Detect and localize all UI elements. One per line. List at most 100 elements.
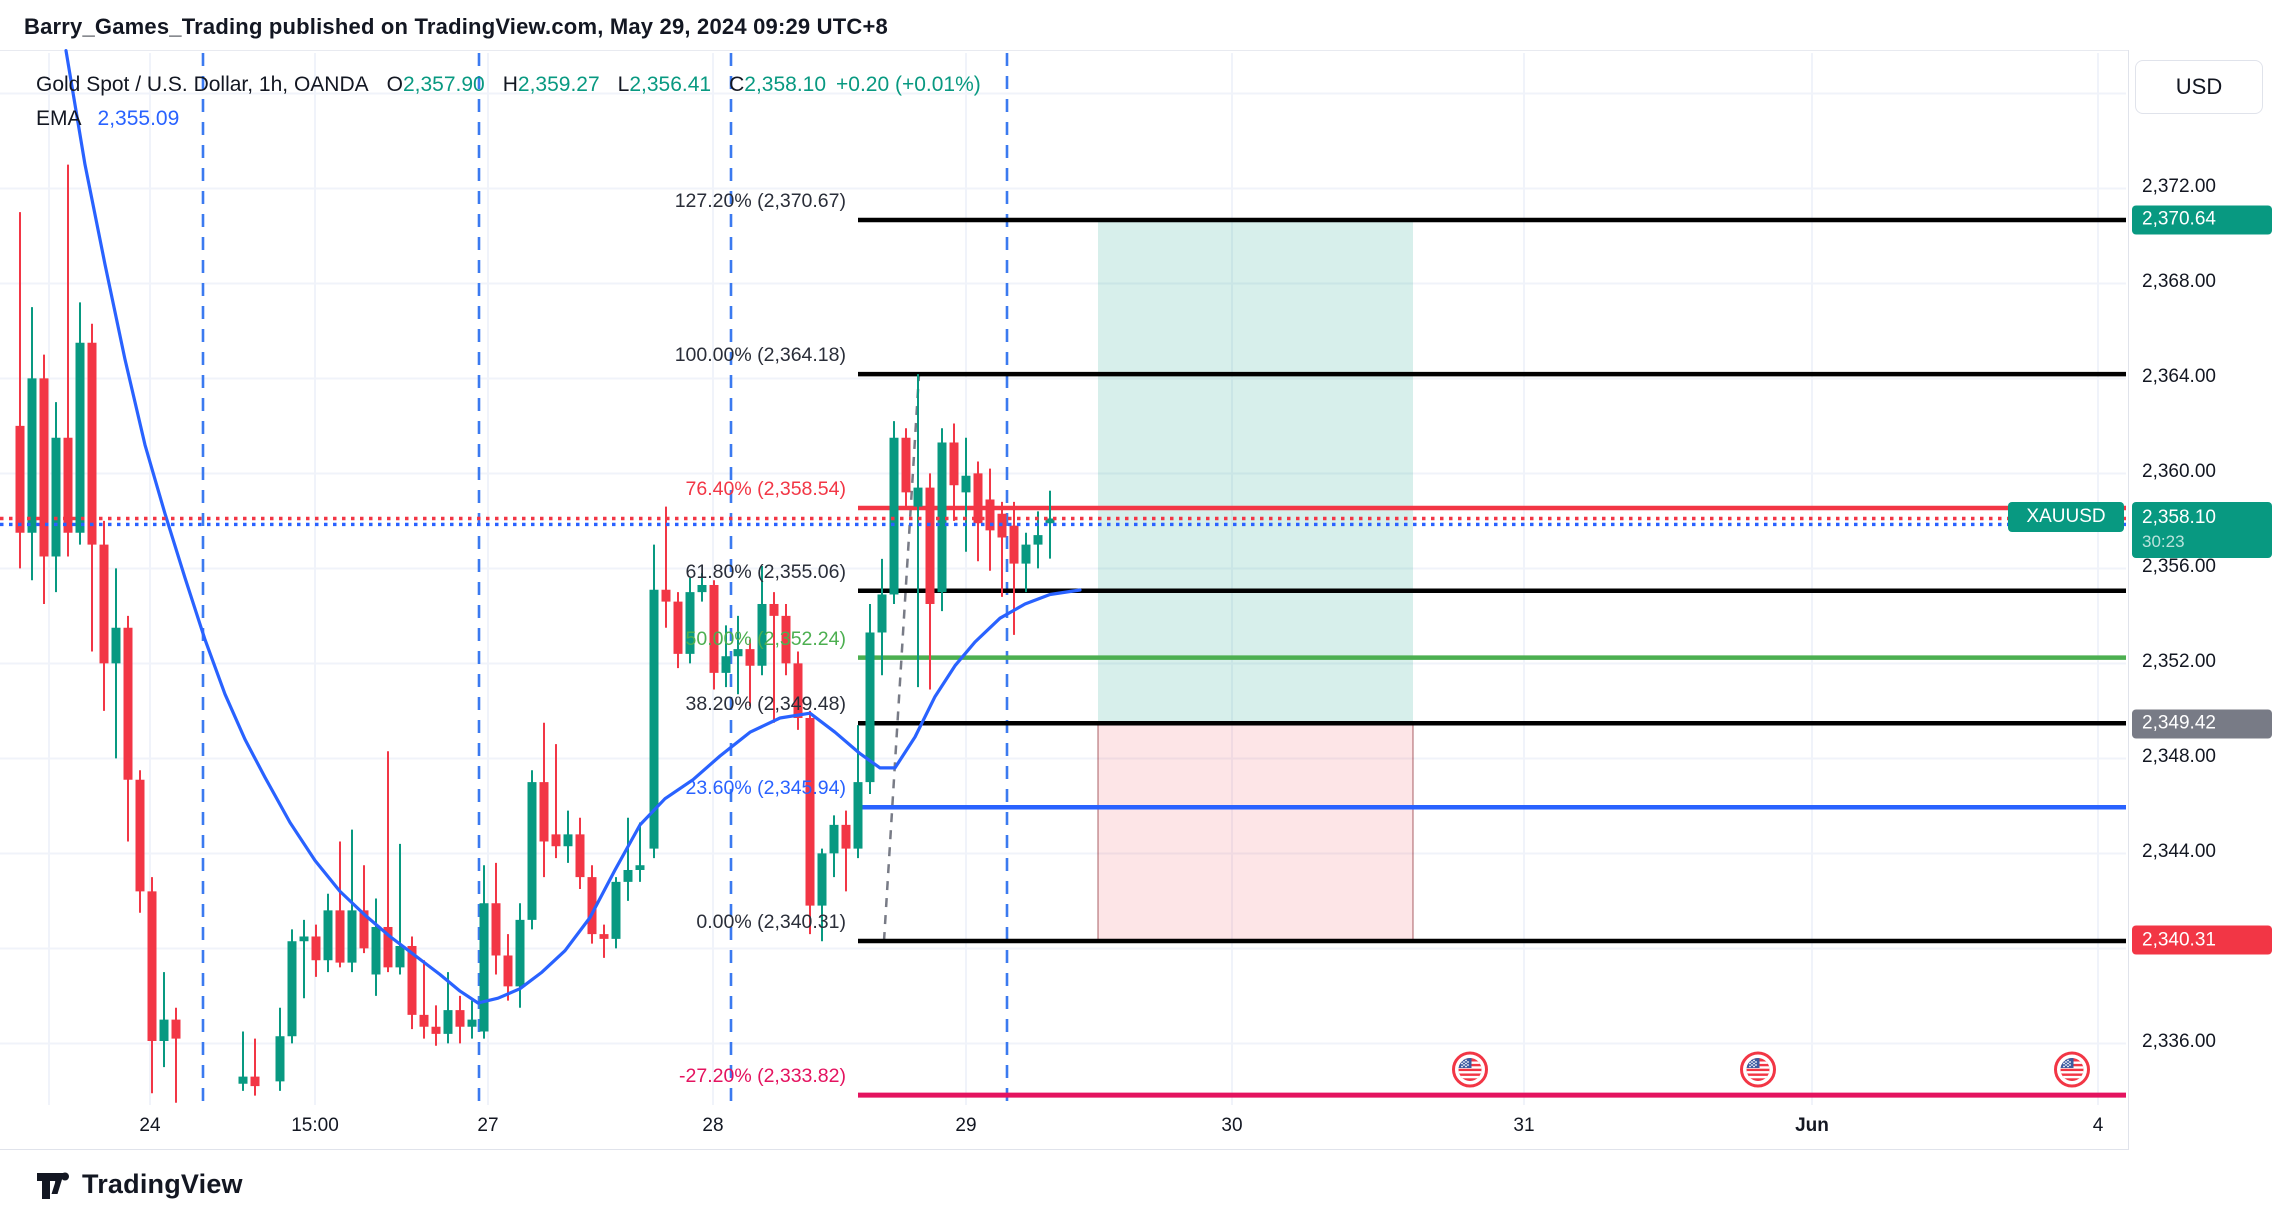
time-tick-label: 4 bbox=[2092, 1115, 2104, 1136]
high-label: H bbox=[502, 73, 518, 96]
economic-event-us-flag-icon[interactable] bbox=[2054, 1051, 2090, 1088]
price-tick-label: 2,372.00 bbox=[2142, 176, 2216, 198]
fib-level-label: 0.00% (2,340.31) bbox=[696, 911, 846, 933]
candle-body bbox=[829, 824, 839, 854]
candle-body bbox=[395, 945, 405, 968]
candle-body bbox=[1033, 535, 1043, 545]
candle-body bbox=[865, 632, 875, 783]
candle-body bbox=[159, 1019, 169, 1041]
candle-body bbox=[937, 442, 947, 593]
price-badge-target: 2,370.64 bbox=[2132, 205, 2272, 235]
candle-body bbox=[649, 589, 659, 849]
candle-body bbox=[697, 584, 707, 593]
price-axis[interactable]: USD 2,372.00 2,368.00 2,364.00 2,360.00 2,35… bbox=[2128, 50, 2284, 1150]
candle-body bbox=[853, 782, 863, 849]
candle-body bbox=[275, 1036, 285, 1082]
candle-body bbox=[721, 656, 731, 673]
candle-body bbox=[455, 1010, 465, 1027]
fib-level-label: 50.00% (2,352.24) bbox=[685, 627, 846, 650]
loss-zone-box bbox=[1097, 723, 1414, 942]
chart-plot-area[interactable] bbox=[0, 48, 2128, 1151]
high-value: 2,359.27 bbox=[517, 73, 600, 96]
candle-body bbox=[335, 910, 345, 963]
symbol-row[interactable]: Gold Spot / U.S. Dollar, 1h, OANDA O2,35… bbox=[36, 70, 981, 100]
candle-body bbox=[769, 603, 779, 616]
candle-body bbox=[709, 584, 719, 673]
candle-body bbox=[949, 442, 959, 486]
candle-body bbox=[757, 603, 767, 666]
candle-body bbox=[901, 437, 911, 493]
candle-body bbox=[793, 663, 803, 718]
candle-body bbox=[563, 834, 573, 847]
change-value: +0.20 (+0.01%) bbox=[836, 73, 981, 96]
indicator-value: 2,355.09 bbox=[97, 107, 180, 130]
candle-body bbox=[171, 1019, 181, 1039]
candle-body bbox=[973, 473, 983, 524]
time-tick-label: 15:00 bbox=[291, 1115, 339, 1136]
candle-body bbox=[551, 834, 561, 847]
candle-body bbox=[371, 926, 381, 975]
economic-event-us-flag-icon[interactable] bbox=[1452, 1051, 1488, 1088]
current-price: 2,358.10 bbox=[2142, 507, 2216, 529]
low-label: L bbox=[617, 73, 630, 96]
price-tick-label: 2,336.00 bbox=[2142, 1031, 2216, 1053]
price-tick-label: 2,364.00 bbox=[2142, 366, 2216, 388]
candle-body bbox=[51, 437, 61, 557]
publish-header-text: Barry_Games_Trading published on Trading… bbox=[24, 14, 888, 39]
fib-level-label: 61.80% (2,355.06) bbox=[685, 560, 846, 583]
symbol-title: Gold Spot / U.S. Dollar, 1h, OANDA bbox=[36, 73, 369, 96]
fib-level-label: -27.20% (2,333.82) bbox=[679, 1065, 846, 1088]
open-value: 2,357.90 bbox=[402, 73, 485, 96]
candle-body bbox=[99, 544, 109, 664]
candle-body bbox=[733, 649, 743, 657]
bar-countdown: 30:23 bbox=[2142, 532, 2185, 552]
candle-body bbox=[623, 869, 633, 882]
candle-body bbox=[841, 824, 851, 849]
price-tick-label: 2,356.00 bbox=[2142, 556, 2216, 578]
ema-line bbox=[64, 48, 1082, 1005]
candle-body bbox=[27, 378, 37, 533]
price-tick-label: 2,360.00 bbox=[2142, 461, 2216, 483]
publish-header: Barry_Games_Trading published on Trading… bbox=[0, 0, 2284, 50]
time-tick-label: 31 bbox=[1513, 1115, 1535, 1136]
symbol-price-tag: XAUUSD bbox=[2008, 502, 2124, 533]
candle-body bbox=[961, 475, 971, 493]
candle-body bbox=[925, 487, 935, 604]
time-tick-label: 30 bbox=[1221, 1115, 1243, 1136]
price-badge-stop: 2,340.31 bbox=[2132, 925, 2272, 955]
candle-body bbox=[287, 941, 297, 1037]
indicator-row[interactable]: EMA 2,355.09 bbox=[36, 104, 981, 134]
candle-body bbox=[575, 834, 585, 878]
low-value: 2,356.41 bbox=[629, 73, 712, 96]
candle-body bbox=[431, 1026, 441, 1034]
brand-name: TradingView bbox=[82, 1168, 243, 1199]
time-tick-label: Jun bbox=[1795, 1115, 1829, 1136]
candle-body bbox=[323, 910, 333, 961]
price-tick-label: 2,352.00 bbox=[2142, 651, 2216, 673]
time-axis[interactable]: 24 15:00 27 28 29 30 31 Jun 4 bbox=[0, 1105, 2284, 1150]
fib-level-label: 23.60% (2,345.94) bbox=[685, 777, 846, 800]
price-tick-label: 2,344.00 bbox=[2142, 841, 2216, 863]
profit-zone-box bbox=[1098, 220, 1413, 725]
currency-toggle-button[interactable]: USD bbox=[2135, 60, 2263, 114]
candle-body bbox=[75, 342, 85, 533]
candle-body bbox=[913, 487, 923, 507]
economic-event-us-flag-icon[interactable] bbox=[1740, 1051, 1776, 1088]
time-tick-label: 27 bbox=[477, 1115, 499, 1136]
brand-footer[interactable]: TradingView bbox=[36, 1168, 243, 1200]
fib-level-label: 127.20% (2,370.67) bbox=[674, 189, 846, 212]
candle-body bbox=[123, 627, 133, 780]
fib-level-label: 38.20% (2,349.48) bbox=[685, 693, 846, 716]
open-label: O bbox=[386, 73, 403, 96]
candle-body bbox=[407, 945, 417, 1015]
candle-body bbox=[1021, 544, 1031, 564]
price-badge-entry: 2,349.42 bbox=[2132, 709, 2272, 739]
price-tick-label: 2,368.00 bbox=[2142, 271, 2216, 293]
candle-body bbox=[599, 934, 609, 939]
candle-body bbox=[479, 903, 489, 1032]
candle-body bbox=[250, 1076, 260, 1087]
candle-body bbox=[135, 779, 145, 892]
candle-body bbox=[673, 601, 683, 654]
